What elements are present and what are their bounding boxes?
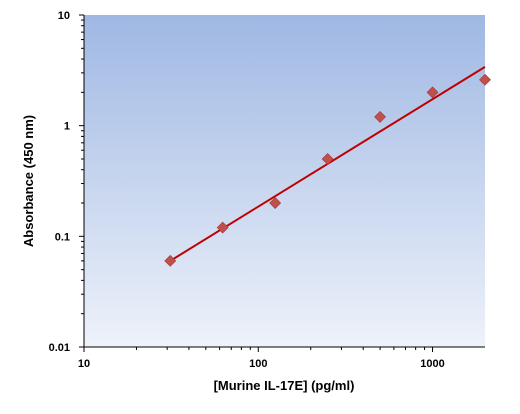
y-tick-label: 1 [64,121,70,133]
x-tick-label: 10 [78,358,90,370]
data-point-diamond [164,254,177,267]
y-tick-label: 0.01 [49,342,70,354]
data-point-diamond [216,221,229,234]
data-point-diamond [269,197,282,209]
y-tick-label: 0.1 [55,231,70,243]
x-tick-label: 1000 [420,358,444,370]
data-points [164,73,491,267]
y-axis-title: Absorbance (450 nm) [21,115,36,247]
plot-area [84,15,485,347]
tick-labels: 10 100 1000 0.01 0.1 1 10 [49,10,445,370]
y-tick-label: 10 [58,10,70,22]
data-point-diamond [426,86,439,99]
data-point-diamond [374,110,387,123]
x-axis-title: [Murine IL-17E] (pg/ml) [214,378,355,393]
data-point-diamond [479,73,491,86]
x-tick-label: 100 [249,358,267,370]
data-point-diamond [321,153,334,165]
